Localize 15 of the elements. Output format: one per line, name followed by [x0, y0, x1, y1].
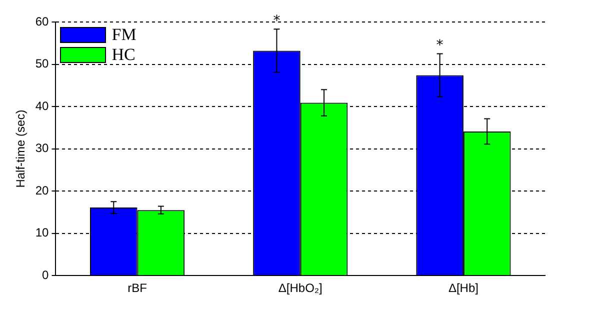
y-axis-title: Half-time (sec): [14, 110, 28, 188]
y-tick-label: 50: [35, 56, 50, 71]
y-tick-label: 0: [42, 268, 50, 282]
x-tick-label: rBF: [128, 281, 147, 296]
y-tick-label: 10: [35, 226, 50, 240]
y-tick-label: 20: [35, 183, 50, 198]
y-tick-label: 40: [35, 98, 50, 113]
x-tick-label: Δ[Hb]: [448, 281, 478, 296]
legend-label: HC: [112, 45, 136, 65]
annotation: *: [436, 38, 444, 54]
x-tick-label: Δ[HbO₂]: [278, 281, 322, 296]
annotation: *: [273, 13, 280, 30]
y-tick-label: 60: [35, 14, 50, 28]
legend-label: FM: [112, 25, 136, 45]
y-tick-label: 30: [35, 141, 50, 156]
